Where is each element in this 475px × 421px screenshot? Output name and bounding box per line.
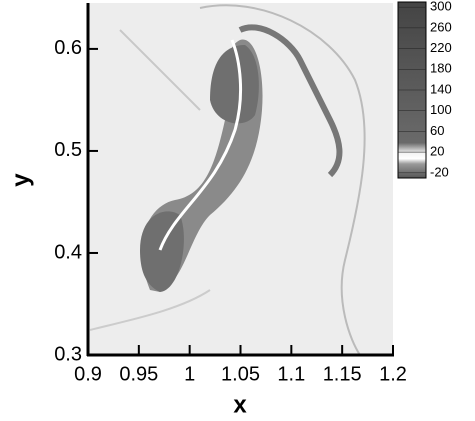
colorbar-tick-label: 180	[430, 61, 452, 76]
y-tick-label: 0.5	[54, 139, 82, 161]
colorbar-tick-label: -20	[430, 164, 449, 179]
x-tick-label: 1.2	[379, 363, 407, 385]
colorbar-tick-label: 300	[430, 0, 452, 14]
x-tick-label: 1.1	[277, 363, 305, 385]
y-tick-label: 0.6	[54, 37, 82, 59]
colorbar-tick-label: 100	[430, 102, 452, 117]
colorbar-tick-label: 220	[430, 40, 452, 55]
x-tick-label: 1	[184, 363, 195, 385]
colorbar-tick-label: 60	[430, 123, 444, 138]
y-tick-label: 0.4	[54, 241, 82, 263]
colorbar-tick-label: 140	[430, 81, 452, 96]
y-axis-label: y	[7, 173, 34, 187]
y-tick-label: 0.3	[54, 343, 82, 365]
colorbar-tick-label: 20	[430, 144, 444, 159]
x-tick-label: 1.05	[221, 363, 260, 385]
x-axis-label: x	[233, 391, 247, 418]
x-tick-label: 0.9	[74, 363, 102, 385]
x-tick-label: 1.15	[323, 363, 362, 385]
field-image	[88, 3, 393, 355]
x-tick-label: 0.95	[119, 363, 158, 385]
colorbar-tick-label: 260	[430, 19, 452, 34]
